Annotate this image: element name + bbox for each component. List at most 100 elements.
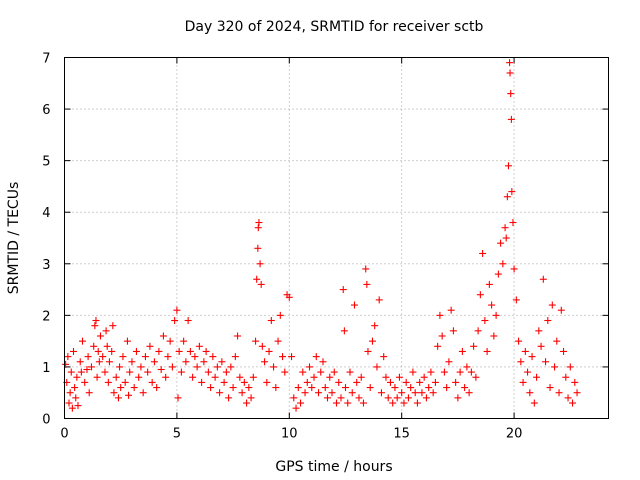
data-point (472, 373, 480, 381)
data-point (436, 311, 444, 319)
x-tick-labels: 0 5 10 15 20 (60, 427, 522, 442)
data-point (265, 347, 273, 355)
data-point (81, 378, 89, 386)
data-point (317, 368, 325, 376)
data-point (222, 368, 230, 376)
data-point (533, 373, 541, 381)
data-point (535, 327, 543, 335)
data-point (254, 224, 262, 232)
data-point (67, 368, 75, 376)
data-point (425, 384, 433, 392)
data-point (544, 317, 552, 325)
data-point (108, 347, 116, 355)
data-point (285, 293, 293, 301)
y-tick-label: 4 (42, 206, 50, 221)
data-point (216, 389, 224, 397)
data-point (218, 358, 226, 366)
axis-ticks (64, 57, 609, 419)
data-point (398, 389, 406, 397)
data-point (238, 389, 246, 397)
data-point (395, 373, 403, 381)
data-point (276, 311, 284, 319)
data-point (116, 363, 124, 371)
data-point (384, 394, 392, 402)
data-point (348, 389, 356, 397)
data-point (112, 373, 120, 381)
x-tick-label: 10 (281, 427, 298, 442)
data-point (132, 347, 140, 355)
data-point (171, 317, 179, 325)
data-point (175, 347, 183, 355)
data-point (229, 384, 237, 392)
data-point (502, 234, 510, 242)
data-point (157, 366, 165, 374)
data-point (326, 373, 334, 381)
data-point (306, 363, 314, 371)
data-point (375, 296, 383, 304)
data-point (301, 389, 309, 397)
data-point (177, 368, 185, 376)
data-point (377, 389, 385, 397)
data-point (546, 384, 554, 392)
data-point (463, 363, 471, 371)
data-point (368, 337, 376, 345)
data-point (333, 399, 340, 407)
data-point (490, 332, 498, 340)
data-point (341, 384, 349, 392)
data-point (507, 115, 515, 123)
data-point (99, 353, 107, 361)
data-point (458, 347, 466, 355)
data-point (445, 358, 453, 366)
data-point (315, 389, 323, 397)
data-point (407, 384, 415, 392)
data-point (126, 368, 134, 376)
data-point (227, 363, 235, 371)
data-point (182, 358, 190, 366)
data-point (507, 90, 515, 98)
data-point (528, 353, 536, 361)
data-point (443, 384, 451, 392)
data-point (366, 384, 374, 392)
data-point (274, 337, 282, 345)
data-points (62, 59, 581, 412)
data-point (85, 389, 93, 397)
data-point (141, 353, 149, 361)
data-point (71, 384, 79, 392)
data-point (485, 280, 493, 288)
data-point (281, 368, 289, 376)
data-point (521, 347, 529, 355)
data-point (62, 360, 70, 368)
data-point (506, 59, 514, 67)
data-point (328, 389, 336, 397)
data-point (258, 342, 266, 350)
data-point (220, 378, 228, 386)
data-point (294, 384, 302, 392)
data-point (344, 399, 352, 407)
data-point (524, 368, 532, 376)
data-point (125, 391, 133, 399)
data-point (95, 358, 103, 366)
data-point (121, 378, 129, 386)
data-point (117, 384, 125, 392)
data-point (465, 389, 473, 397)
data-point (548, 301, 556, 309)
data-point (400, 399, 408, 407)
data-point (267, 317, 275, 325)
data-point (292, 404, 300, 412)
data-point (569, 399, 577, 407)
data-point (213, 363, 221, 371)
data-point (337, 394, 345, 402)
data-point (195, 342, 203, 350)
data-point (231, 353, 239, 361)
data-point (562, 373, 570, 381)
y-tick-label: 5 (42, 155, 50, 170)
data-point (350, 301, 358, 309)
data-point (272, 384, 280, 392)
data-point (512, 296, 520, 304)
data-point (566, 363, 574, 371)
data-point (515, 337, 523, 345)
data-point (168, 363, 176, 371)
data-point (571, 378, 579, 386)
data-point (312, 353, 320, 361)
data-point (573, 389, 581, 397)
